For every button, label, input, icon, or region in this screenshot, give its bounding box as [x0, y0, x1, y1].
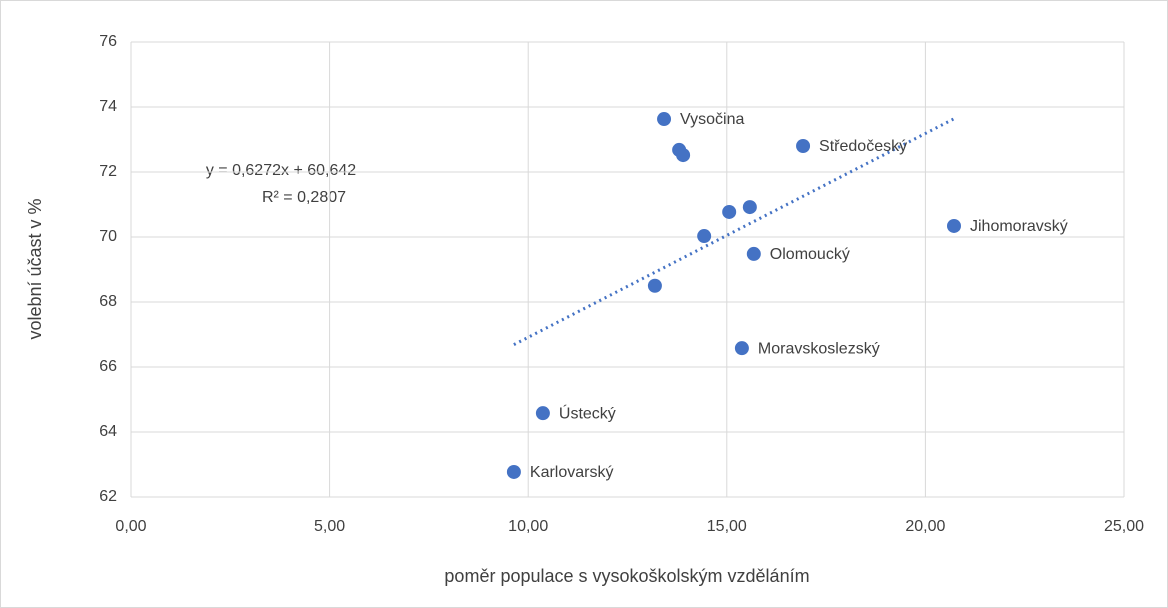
point — [734, 341, 749, 356]
point-label: Olomoucký — [770, 246, 850, 263]
y-tick-label: 62 — [99, 488, 117, 505]
point-label: Jihomoravský — [970, 218, 1068, 235]
y-tick-label: 68 — [99, 293, 117, 310]
y-tick-label: 66 — [99, 358, 117, 375]
point-label: Karlovarský — [530, 464, 614, 481]
point — [746, 246, 761, 261]
y-tick-label: 70 — [99, 228, 117, 245]
point — [796, 139, 811, 153]
point-label: Moravskoslezský — [758, 340, 880, 357]
point — [647, 278, 662, 293]
y-tick-label: 74 — [99, 98, 117, 115]
x-tick-label: 15,00 — [707, 518, 747, 535]
point-label: Ústecký — [559, 403, 616, 422]
x-tick-label: 25,00 — [1104, 518, 1144, 535]
y-tick-label: 72 — [99, 163, 117, 180]
point — [657, 112, 672, 127]
point — [946, 218, 961, 233]
x-tick-label: 0,00 — [115, 518, 146, 535]
x-axis-title: poměr populace s vysokoškolským vzdělání… — [444, 566, 809, 586]
x-tick-label: 20,00 — [905, 518, 945, 535]
y-axis-title: volební účast v % — [25, 198, 45, 339]
point — [535, 406, 550, 421]
point — [676, 148, 691, 163]
trendline — [513, 117, 955, 346]
point-label: Středočeský — [819, 138, 907, 155]
x-tick-label: 10,00 — [508, 518, 548, 535]
point — [722, 204, 737, 219]
point — [742, 200, 757, 215]
y-tick-label: 76 — [99, 33, 117, 50]
trend-equation: y = 0,6272x + 60,642 — [206, 162, 356, 179]
point — [697, 229, 712, 244]
trend-r-squared: R² = 0,2807 — [262, 189, 346, 206]
x-tick-label: 5,00 — [314, 518, 345, 535]
y-tick-label: 64 — [99, 423, 117, 440]
point-label: Vysočina — [680, 111, 744, 128]
point — [506, 464, 521, 479]
